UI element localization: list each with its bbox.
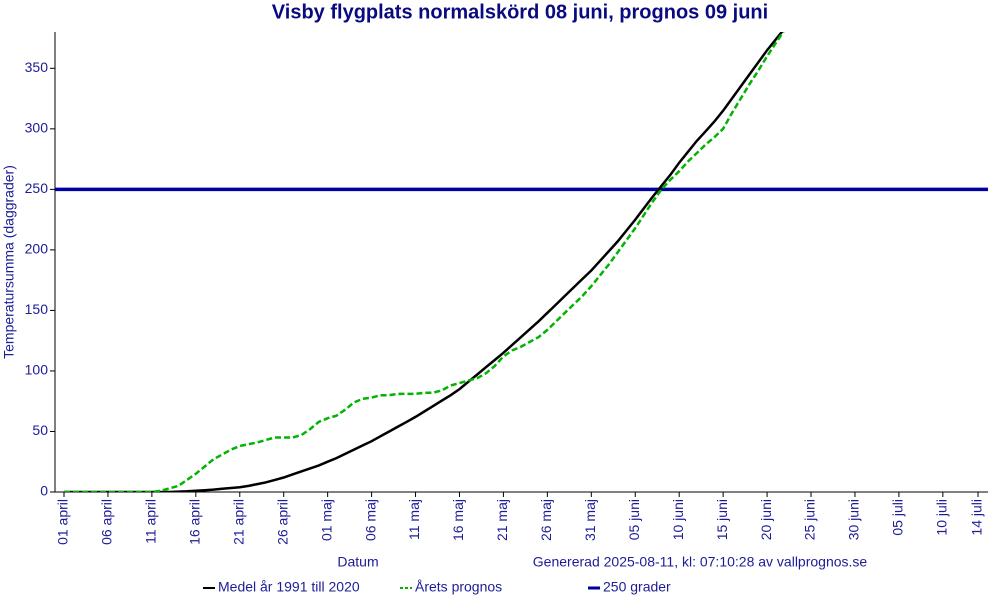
x-tick-label: 31 maj: [582, 499, 598, 541]
y-tick-label: 300: [25, 120, 49, 136]
x-tick-label: 26 maj: [538, 499, 554, 541]
x-tick-label: 20 juni: [758, 499, 774, 540]
x-tick-label: 01 april: [55, 499, 71, 545]
x-tick-label: 06 maj: [362, 499, 378, 541]
x-tick-label: 16 maj: [450, 499, 466, 541]
x-tick-label: 21 maj: [494, 499, 510, 541]
y-tick-label: 100: [25, 362, 49, 378]
x-tick-label: 16 april: [187, 499, 203, 545]
x-tick-label: 11 maj: [406, 499, 422, 540]
y-tick-label: 200: [25, 241, 49, 257]
x-tick-label: 06 april: [99, 499, 115, 545]
legend-label: Årets prognos: [415, 579, 502, 595]
series-line: [64, 32, 784, 492]
x-tick-label: 10 juni: [670, 499, 686, 540]
y-tick-label: 350: [25, 59, 49, 75]
x-tick-label: 11 april: [143, 499, 159, 544]
legend-label: 250 grader: [603, 579, 671, 595]
y-axis-label: Temperatursumma (daggrader): [1, 165, 17, 359]
x-tick-label: 30 juni: [846, 499, 862, 540]
x-tick-label: 21 april: [230, 499, 246, 545]
y-tick-label: 50: [32, 422, 48, 438]
chart-title: Visby flygplats normalskörd 08 juni, pro…: [272, 1, 768, 23]
y-tick-label: 0: [40, 483, 48, 499]
plot-area: [55, 32, 988, 492]
series-line: [64, 32, 785, 492]
x-tick-label: 25 juni: [802, 499, 818, 540]
x-axis-label: Datum: [337, 554, 378, 570]
x-tick-label: 26 april: [274, 499, 290, 545]
y-tick-label: 150: [25, 301, 49, 317]
x-tick-label: 05 juni: [626, 499, 642, 540]
generated-note: Genererad 2025-08-11, kl: 07:10:28 av va…: [533, 554, 868, 570]
x-tick-label: 10 juli: [934, 499, 950, 536]
x-tick-label: 14 juli: [969, 499, 985, 536]
y-tick-label: 250: [25, 180, 49, 196]
legend-label: Medel år 1991 till 2020: [218, 579, 360, 595]
x-tick-label: 15 juni: [714, 499, 730, 540]
x-tick-label: 01 maj: [318, 499, 334, 541]
x-tick-label: 05 juli: [890, 499, 906, 536]
